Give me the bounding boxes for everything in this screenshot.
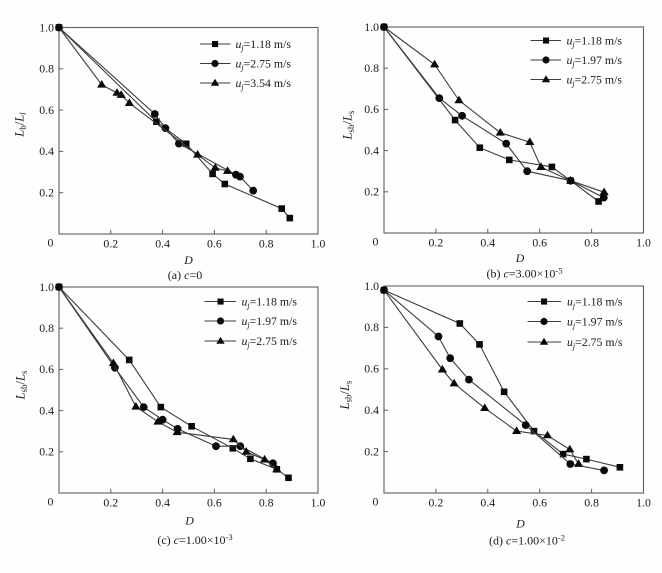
svg-text:0.2: 0.2 <box>429 236 444 250</box>
svg-text:uj=2.75 m/s: uj=2.75 m/s <box>567 72 623 88</box>
svg-text:D: D <box>183 253 193 267</box>
svg-text:0: 0 <box>373 495 379 509</box>
svg-text:uj=2.75 m/s: uj=2.75 m/s <box>236 56 292 72</box>
svg-text:0.8: 0.8 <box>584 496 599 510</box>
svg-text:0.8: 0.8 <box>584 236 599 250</box>
svg-text:Lb/Ll: Lb/Ll <box>13 112 29 138</box>
svg-text:1.0: 1.0 <box>39 280 54 294</box>
svg-text:0.8: 0.8 <box>364 320 379 334</box>
svg-text:uj=3.54 m/s: uj=3.54 m/s <box>236 76 292 92</box>
svg-text:0.4: 0.4 <box>39 144 54 158</box>
svg-text:D: D <box>515 251 525 265</box>
svg-text:0.6: 0.6 <box>39 103 54 117</box>
svg-text:0.2: 0.2 <box>39 445 54 459</box>
svg-text:0.2: 0.2 <box>364 185 379 199</box>
svg-text:0.4: 0.4 <box>364 403 379 417</box>
svg-text:uj=1.18 m/s: uj=1.18 m/s <box>236 37 292 53</box>
svg-text:Lsb/Ls: Lsb/Ls <box>14 370 30 400</box>
svg-text:(c) c=1.00×10-3: (c) c=1.00×10-3 <box>157 532 232 547</box>
svg-text:0.6: 0.6 <box>532 496 547 510</box>
svg-text:(d) c=1.00×10-2: (d) c=1.00×10-2 <box>489 533 565 548</box>
svg-text:0.8: 0.8 <box>39 62 54 76</box>
svg-text:D: D <box>515 517 525 531</box>
svg-text:1.0: 1.0 <box>364 20 379 34</box>
svg-text:0.6: 0.6 <box>532 236 547 250</box>
svg-text:0.2: 0.2 <box>103 237 118 251</box>
svg-text:Lsb/Ls: Lsb/Ls <box>338 380 354 410</box>
svg-text:1.0: 1.0 <box>636 496 651 510</box>
svg-text:0: 0 <box>48 495 54 509</box>
svg-text:1.0: 1.0 <box>39 20 54 34</box>
svg-text:0.2: 0.2 <box>39 186 54 200</box>
svg-text:0.4: 0.4 <box>480 496 495 510</box>
svg-text:0.6: 0.6 <box>207 496 222 510</box>
svg-text:0.2: 0.2 <box>429 496 444 510</box>
svg-text:1.0: 1.0 <box>364 279 379 293</box>
svg-text:0.6: 0.6 <box>364 102 379 116</box>
svg-text:1.0: 1.0 <box>311 496 326 510</box>
svg-text:uj=1.18 m/s: uj=1.18 m/s <box>567 294 623 310</box>
svg-text:0.2: 0.2 <box>103 496 118 510</box>
svg-text:0.4: 0.4 <box>480 236 495 250</box>
svg-text:0.6: 0.6 <box>39 362 54 376</box>
svg-text:uj=1.18 m/s: uj=1.18 m/s <box>242 294 298 310</box>
svg-text:uj=1.97 m/s: uj=1.97 m/s <box>567 53 623 69</box>
svg-text:1.0: 1.0 <box>636 236 651 250</box>
svg-text:uj=1.18 m/s: uj=1.18 m/s <box>567 33 623 49</box>
svg-text:0: 0 <box>48 236 54 250</box>
svg-text:0.4: 0.4 <box>155 496 170 510</box>
svg-text:(b) c=3.00×10-5: (b) c=3.00×10-5 <box>487 266 563 281</box>
svg-text:0.2: 0.2 <box>364 444 379 458</box>
svg-text:(a) c=0: (a) c=0 <box>168 268 202 282</box>
svg-text:uj=1.97 m/s: uj=1.97 m/s <box>242 314 298 330</box>
svg-text:D: D <box>184 514 194 528</box>
svg-text:0.8: 0.8 <box>259 237 274 251</box>
svg-text:0.6: 0.6 <box>207 237 222 251</box>
svg-text:uj=2.75 m/s: uj=2.75 m/s <box>567 335 623 351</box>
svg-text:0.8: 0.8 <box>259 496 274 510</box>
svg-text:uj=1.97 m/s: uj=1.97 m/s <box>567 314 623 330</box>
svg-text:0.6: 0.6 <box>364 362 379 376</box>
svg-text:0.4: 0.4 <box>364 143 379 157</box>
svg-text:0.4: 0.4 <box>39 403 54 417</box>
svg-text:1.0: 1.0 <box>311 237 326 251</box>
svg-text:uj=2.75 m/s: uj=2.75 m/s <box>242 334 298 350</box>
svg-text:0.4: 0.4 <box>155 237 170 251</box>
svg-text:0.8: 0.8 <box>39 321 54 335</box>
svg-text:0: 0 <box>373 235 379 249</box>
svg-text:Lsb/Ls: Lsb/Ls <box>341 110 357 140</box>
svg-text:0.8: 0.8 <box>364 61 379 75</box>
